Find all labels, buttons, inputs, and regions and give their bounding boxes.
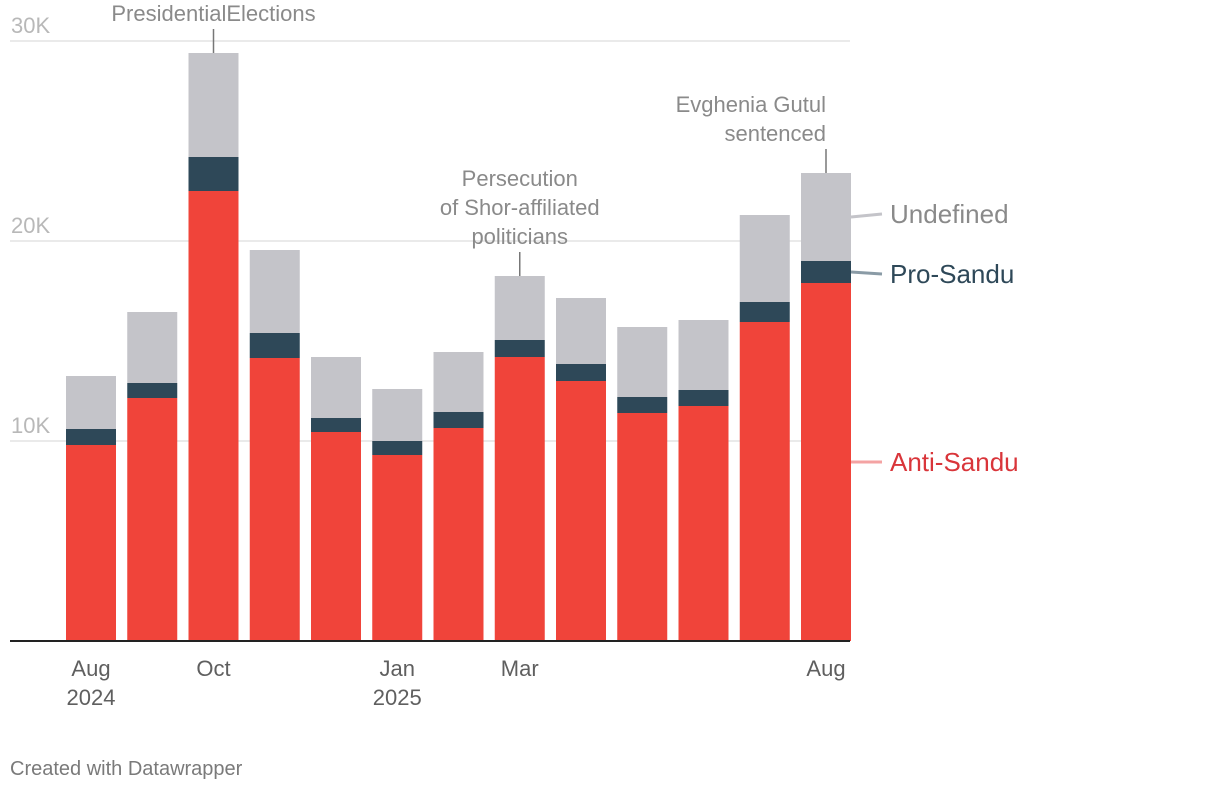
bar-undefined — [556, 298, 606, 364]
bar-pro-sandu — [678, 390, 729, 406]
bar-anti-sandu — [372, 455, 423, 641]
x-tick-year-label: 2024 — [67, 685, 116, 710]
bar-anti-sandu — [188, 191, 239, 641]
bar-anti-sandu — [556, 381, 606, 641]
bar-pro-sandu — [494, 340, 545, 357]
bar-anti-sandu — [249, 358, 300, 641]
annotation-text: Persecution — [462, 166, 578, 191]
bar-anti-sandu — [678, 406, 729, 641]
bar-undefined — [433, 352, 484, 412]
bar-anti-sandu — [494, 357, 545, 641]
y-tick-label: 10K — [11, 413, 50, 438]
x-tick-label: Jan — [380, 656, 415, 681]
annotation-text: PresidentialElections — [111, 1, 315, 26]
x-tick-year-label: 2025 — [373, 685, 422, 710]
x-tick-label: Aug — [71, 656, 110, 681]
bar-pro-sandu — [617, 397, 668, 413]
bar-pro-sandu — [372, 441, 423, 455]
bar-anti-sandu — [311, 432, 361, 641]
legend-connector — [850, 270, 883, 276]
bar-pro-sandu — [556, 364, 606, 381]
bar-undefined — [372, 389, 423, 441]
legend-label-anti-sandu: Anti-Sandu — [890, 447, 1019, 477]
bar-anti-sandu — [801, 283, 851, 641]
bar-undefined — [311, 357, 361, 418]
bar-undefined — [801, 173, 851, 261]
bar-undefined — [249, 250, 300, 333]
legend-label-pro-sandu: Pro-Sandu — [890, 259, 1014, 289]
y-tick-label: 20K — [11, 213, 50, 238]
x-tick-label: Aug — [806, 656, 845, 681]
bar-pro-sandu — [801, 261, 851, 283]
bar-undefined — [66, 376, 116, 429]
annotation-text: sentenced — [724, 121, 826, 146]
bar-pro-sandu — [739, 302, 790, 322]
x-tick-label: Mar — [501, 656, 539, 681]
y-tick-label: 30K — [11, 13, 50, 38]
annotation-text: of Shor-affiliated — [440, 195, 600, 220]
legend-connector — [850, 212, 883, 219]
legend-label-undefined: Undefined — [890, 199, 1009, 229]
bar-anti-sandu — [433, 428, 484, 641]
bar-anti-sandu — [617, 413, 668, 641]
bar-anti-sandu — [127, 398, 178, 641]
bar-pro-sandu — [249, 333, 300, 358]
bar-undefined — [127, 312, 178, 383]
bar-pro-sandu — [127, 383, 178, 398]
annotation-text: Evghenia Gutul — [676, 92, 826, 117]
bar-undefined — [739, 215, 790, 302]
bar-undefined — [678, 320, 729, 390]
credit-text: Created with Datawrapper — [10, 758, 243, 780]
bar-undefined — [188, 53, 239, 157]
bar-pro-sandu — [311, 418, 361, 432]
bar-undefined — [494, 276, 545, 340]
bar-pro-sandu — [188, 157, 239, 191]
bar-pro-sandu — [433, 412, 484, 428]
bar-anti-sandu — [739, 322, 790, 641]
bar-anti-sandu — [66, 445, 116, 641]
bar-pro-sandu — [66, 429, 116, 445]
bar-undefined — [617, 327, 668, 397]
x-tick-label: Oct — [196, 656, 230, 681]
annotation-text: politicians — [471, 224, 568, 249]
